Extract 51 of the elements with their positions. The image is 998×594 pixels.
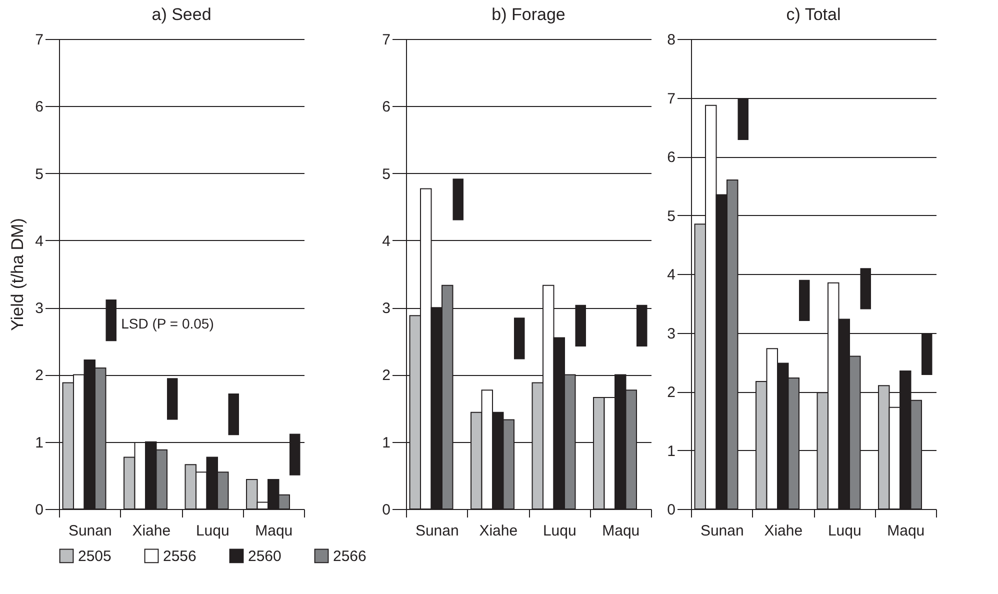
y-tick-label: 1: [35, 434, 44, 452]
chart-title: a) Seed: [152, 5, 212, 24]
y-tick-label: 0: [382, 502, 390, 518]
x-tick-label: Sunan: [415, 522, 459, 540]
series-label: LSD (P = 0.05): [121, 315, 214, 332]
y-tick-label: 6: [382, 98, 390, 116]
x-tick-label: Xiahe: [764, 522, 803, 540]
bar: [514, 318, 525, 360]
y-tick-label: 5: [35, 166, 44, 183]
y-tick-label: 3: [667, 325, 676, 342]
y-tick-label: 0: [35, 502, 44, 518]
legend-label: 2560: [248, 548, 282, 565]
y-tick-label: 4: [35, 232, 44, 250]
legend-label: 2505: [78, 548, 112, 565]
y-tick-label: 5: [667, 208, 676, 225]
x-tick-label: Maqu: [255, 522, 293, 540]
y-tick-label: 1: [667, 442, 676, 460]
y-tick-label: 3: [35, 300, 44, 318]
legend-label: 2566: [333, 548, 366, 565]
y-tick-label: 4: [667, 266, 676, 284]
y-tick-label: 2: [35, 367, 44, 384]
x-tick-label: Luqu: [828, 522, 862, 540]
bar: [798, 280, 810, 321]
y-tick-label: 3: [382, 300, 390, 318]
legend-label: 2556: [163, 548, 196, 565]
x-tick-label: Maqu: [602, 522, 640, 540]
y-tick-label: 0: [667, 502, 676, 518]
x-tick-label: Sunan: [68, 522, 112, 540]
chart-title: c) Total: [786, 5, 841, 24]
y-tick-label: 6: [35, 98, 44, 116]
y-axis-title: Yield (t/ha DM): [8, 218, 28, 331]
y-tick-label: 7: [35, 32, 44, 48]
y-tick-label: 4: [382, 232, 390, 250]
bar: [452, 178, 464, 220]
y-tick-label: 6: [667, 149, 676, 166]
y-tick-label: 8: [667, 32, 676, 48]
x-tick-label: Xiahe: [132, 522, 171, 540]
bar: [228, 394, 239, 436]
bar: [166, 378, 178, 420]
x-tick-label: Maqu: [887, 522, 925, 540]
y-tick-label: 2: [667, 384, 676, 401]
x-tick-label: Luqu: [196, 522, 230, 540]
y-tick-label: 7: [667, 90, 676, 108]
y-tick-label: 7: [382, 32, 390, 48]
chart-title: b) Forage: [492, 5, 566, 24]
x-tick-label: Sunan: [700, 522, 744, 540]
x-tick-label: Xiahe: [479, 522, 518, 540]
x-tick-label: Luqu: [542, 522, 576, 540]
y-tick-label: 5: [382, 166, 390, 183]
y-tick-label: 1: [382, 434, 390, 452]
y-tick-label: 2: [382, 367, 390, 384]
